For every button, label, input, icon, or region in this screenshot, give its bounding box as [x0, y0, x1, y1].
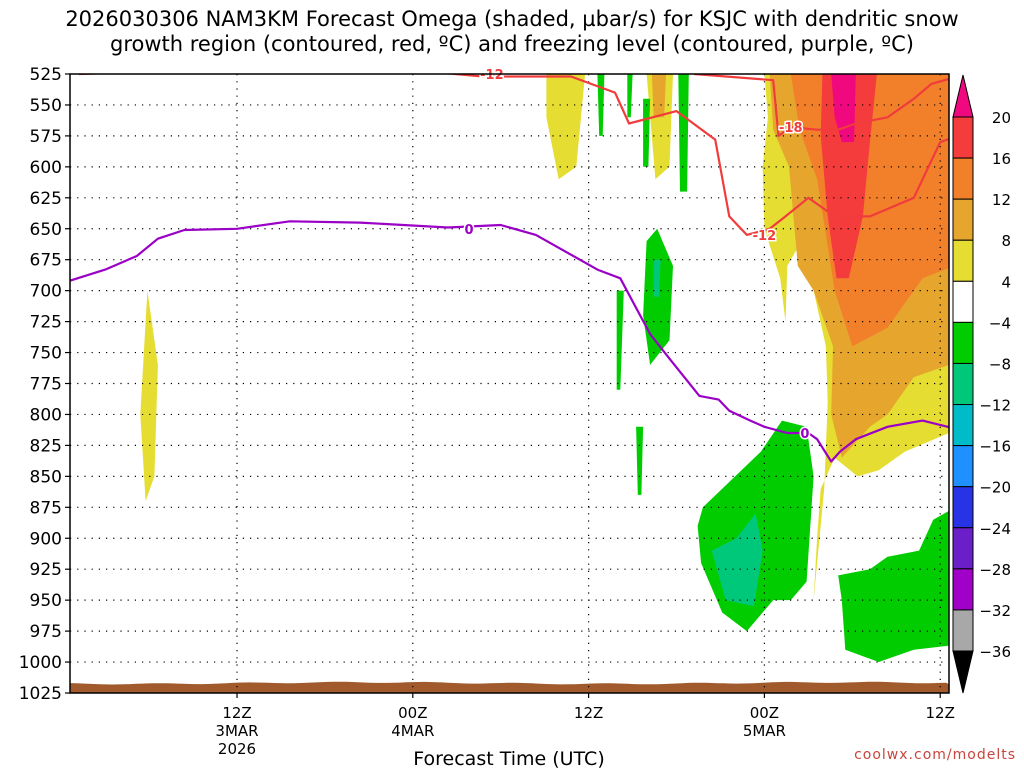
contour-label: -12: [480, 68, 504, 83]
x-tick-label: 00Z: [398, 704, 427, 722]
omega-region-14: [838, 510, 949, 662]
colorbar-band: [952, 445, 974, 488]
x-tick-label: 12Z: [926, 704, 955, 722]
colorbar-label: 8: [1001, 232, 1011, 250]
x-axis-label: Forecast Time (UTC): [413, 748, 604, 768]
colorbar-label: −36: [979, 643, 1011, 661]
colorbar: 20 16 12 8 4 −4 −8 −12 −16 −20 −24 −28 −32 −36: [952, 74, 1011, 694]
y-tick-label: 975: [30, 622, 62, 642]
y-tick-label: 550: [30, 96, 62, 116]
terrain-fill: [70, 681, 949, 693]
colorbar-arrow-top: [952, 74, 974, 118]
colorbar-band: [952, 321, 974, 364]
colorbar-label: −8: [989, 355, 1011, 373]
chart-title-line2: growth region (contoured, red, ºC) and f…: [110, 32, 914, 56]
omega-region-1: [546, 74, 586, 180]
colorbar-band: [952, 404, 974, 447]
terrain-surface: [70, 681, 949, 693]
colorbar-label: 12: [992, 191, 1011, 209]
colorbar-band: [952, 609, 974, 652]
grid-lines: [70, 74, 949, 693]
y-tick-label: 700: [30, 282, 62, 302]
x-tick-label: 12Z: [222, 704, 251, 722]
contour-labels: -12 -18 -12 0 0: [463, 67, 811, 444]
contour-label: 0: [800, 427, 809, 442]
contour-label: -12: [753, 229, 777, 244]
y-tick-label: 775: [30, 375, 62, 395]
y-tick-label: 675: [30, 251, 62, 271]
colorbar-label: −12: [979, 397, 1011, 415]
y-tick-label: 600: [30, 158, 62, 178]
colorbar-band: [952, 116, 974, 159]
colorbar-band: [952, 486, 974, 529]
y-tick-label: 825: [30, 436, 62, 456]
omega-region-19: [820, 74, 877, 279]
y-tick-label: 575: [30, 127, 62, 147]
y-tick-label: 1025: [19, 684, 62, 704]
y-tick-label: 750: [30, 344, 62, 364]
colorbar-band: [952, 527, 974, 570]
contour-label: 0: [465, 223, 474, 238]
watermark: coolwx.com/modelts: [854, 747, 1016, 763]
x-tick-label: 5MAR: [743, 722, 786, 740]
y-tick-label: 875: [30, 498, 62, 518]
omega-region-5: [597, 74, 605, 136]
x-tick-label: 00Z: [750, 704, 779, 722]
colorbar-label: −24: [979, 520, 1011, 538]
colorbar-label: 16: [992, 150, 1011, 168]
contour-label: -18: [779, 121, 803, 136]
colorbar-label: −4: [989, 314, 1011, 332]
contour-lines: [70, 74, 949, 463]
y-axis: 525 550 575 600 625 650 675 700 725 750 775 800 825 8…: [19, 65, 70, 704]
omega-region-9: [653, 259, 661, 297]
y-tick-label: 950: [30, 591, 62, 611]
colorbar-label: −16: [979, 438, 1011, 456]
chart-title-line1: 2026030306 NAM3KM Forecast Omega (shaded…: [65, 7, 959, 31]
y-tick-label: 525: [30, 65, 62, 85]
y-tick-label: 1000: [19, 653, 62, 673]
omega-region-3: [651, 74, 666, 118]
x-tick-label: 2026: [218, 740, 256, 758]
colorbar-arrow-bottom: [952, 650, 974, 694]
contour-1-line-0: [70, 220, 949, 463]
omega-region-0: [140, 290, 158, 502]
omega-region-10: [616, 290, 624, 390]
y-tick-label: 900: [30, 529, 62, 549]
omega-region-6: [643, 98, 651, 167]
y-tick-label: 650: [30, 220, 62, 240]
omega-region-11: [636, 426, 644, 495]
x-tick-label: 12Z: [574, 704, 603, 722]
colorbar-band: [952, 568, 974, 611]
y-tick-label: 850: [30, 467, 62, 487]
colorbar-label: −28: [979, 561, 1011, 579]
omega-region-13: [711, 513, 763, 607]
colorbar-label: 4: [1001, 273, 1011, 291]
colorbar-band: [952, 157, 974, 200]
colorbar-band: [952, 239, 974, 282]
y-tick-label: 625: [30, 189, 62, 209]
omega-region-8: [643, 228, 673, 365]
contour-0-line-1: [694, 74, 949, 137]
x-tick-label: 3MAR: [215, 722, 258, 740]
y-tick-label: 725: [30, 313, 62, 333]
colorbar-band: [952, 280, 974, 323]
y-tick-label: 800: [30, 405, 62, 425]
colorbar-label: −32: [979, 602, 1011, 620]
omega-region-7: [678, 74, 689, 192]
colorbar-label: −20: [979, 479, 1011, 497]
contour-0-line-0: [78, 74, 949, 236]
y-tick-label: 925: [30, 560, 62, 580]
omega-region-4: [627, 74, 633, 118]
x-tick-label: 4MAR: [391, 722, 434, 740]
colorbar-band: [952, 198, 974, 241]
colorbar-band: [952, 362, 974, 406]
omega-shading: [140, 74, 949, 662]
colorbar-label: 20: [992, 109, 1011, 127]
